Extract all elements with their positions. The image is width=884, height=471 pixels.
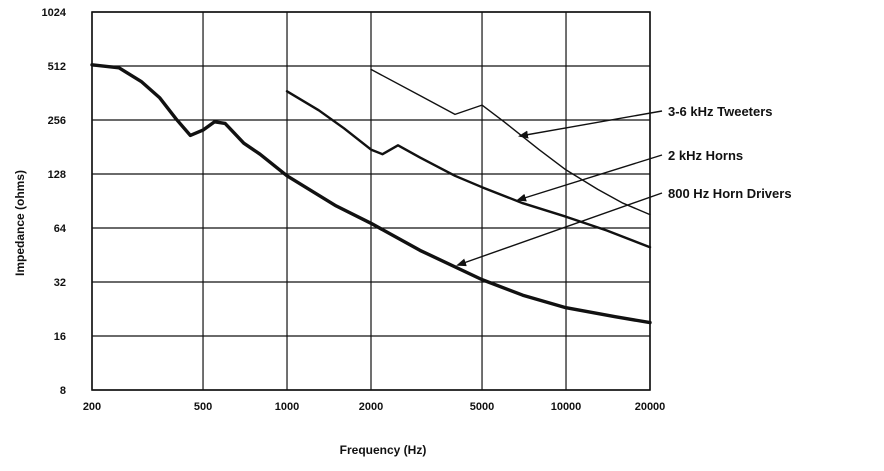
annotation-arrow [516,154,663,202]
series-line-2-khz-horns [285,90,652,249]
annotation-arrow [518,110,663,139]
annotation-layer: 3-6 kHz Tweeters 2 kHz Horns 800 Hz Horn D… [456,104,792,267]
y-tick-label: 128 [48,169,66,181]
x-axis-title: Frequency (Hz) [340,443,427,457]
x-tick-label: 1000 [275,401,299,413]
x-tick-label: 200 [83,401,101,413]
y-tick-label: 256 [48,115,66,127]
y-tick-label: 32 [54,277,66,289]
series-line-800-hz-horn-drivers [90,63,652,325]
x-tick-label: 20000 [635,401,666,413]
annotation-label: 3-6 kHz Tweeters [668,104,773,119]
x-tick-label: 5000 [470,401,494,413]
y-tick-label: 8 [60,385,66,397]
plot-frame [91,11,651,391]
grid-layer [91,11,651,391]
series-line-3-6-khz-tweeters [370,68,651,216]
y-tick-label: 64 [54,223,67,235]
y-tick-label: 16 [54,331,66,343]
axis-layer: 200 500 1000 2000 5000 10000 20000 8 16 32 64 128 25… [42,7,666,413]
x-tick-label: 10000 [551,401,582,413]
x-tick-label: 500 [194,401,212,413]
y-axis-title: Impedance (ohms) [13,170,27,276]
x-tick-label: 2000 [359,401,383,413]
annotation-label: 800 Hz Horn Drivers [668,186,792,201]
y-tick-label: 1024 [42,7,67,19]
y-tick-label: 512 [48,61,66,73]
annotation-arrow [456,192,663,267]
annotation-label: 2 kHz Horns [668,148,743,163]
